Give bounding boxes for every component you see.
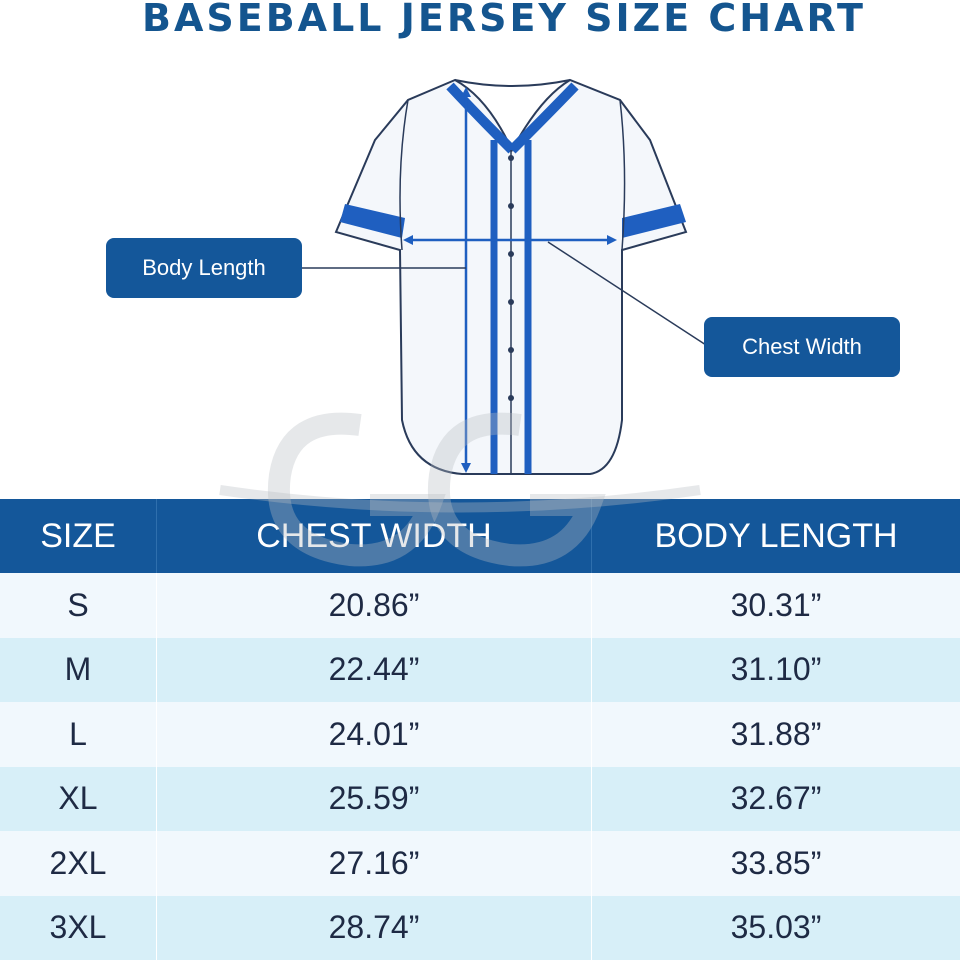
length-cell: 32.67” xyxy=(730,780,822,817)
table-row: XL 25.59” 32.67” xyxy=(0,766,960,831)
length-cell: 31.10” xyxy=(730,651,822,688)
table-header-row: SIZE CHEST WIDTH BODY LENGTH xyxy=(0,499,960,573)
chest-cell: 25.59” xyxy=(156,766,592,831)
table-row: S 20.86” 30.31” xyxy=(0,573,960,638)
length-cell: 33.85” xyxy=(730,844,822,881)
size-cell: XL xyxy=(58,780,98,817)
header-chest-width: CHEST WIDTH xyxy=(156,499,592,573)
chest-cell: 28.74” xyxy=(156,895,592,960)
size-cell: M xyxy=(64,651,92,688)
table-row: 2XL 27.16” 33.85” xyxy=(0,831,960,896)
table-row: 3XL 28.74” 35.03” xyxy=(0,895,960,960)
size-cell: 3XL xyxy=(49,909,107,946)
chest-cell: 27.16” xyxy=(156,831,592,896)
length-cell: 30.31” xyxy=(730,586,822,623)
page-title: BASEBALL JERSEY SIZE CHART xyxy=(142,0,866,40)
size-cell: S xyxy=(67,586,89,623)
body-length-callout: Body Length xyxy=(106,238,302,298)
header-body-length: BODY LENGTH xyxy=(654,516,898,555)
chest-cell: 20.86” xyxy=(156,573,592,638)
length-cell: 35.03” xyxy=(730,909,822,946)
chest-width-callout: Chest Width xyxy=(704,317,900,377)
chest-cell: 24.01” xyxy=(156,702,592,767)
header-size: SIZE xyxy=(40,516,116,555)
size-table: SIZE CHEST WIDTH BODY LENGTH S 20.86” 30… xyxy=(0,499,960,960)
size-cell: L xyxy=(69,715,87,752)
table-row: L 24.01” 31.88” xyxy=(0,702,960,767)
length-cell: 31.88” xyxy=(730,715,822,752)
table-row: M 22.44” 31.10” xyxy=(0,637,960,702)
size-cell: 2XL xyxy=(49,844,107,881)
chest-cell: 22.44” xyxy=(156,637,592,702)
jersey-diagram xyxy=(302,78,707,475)
